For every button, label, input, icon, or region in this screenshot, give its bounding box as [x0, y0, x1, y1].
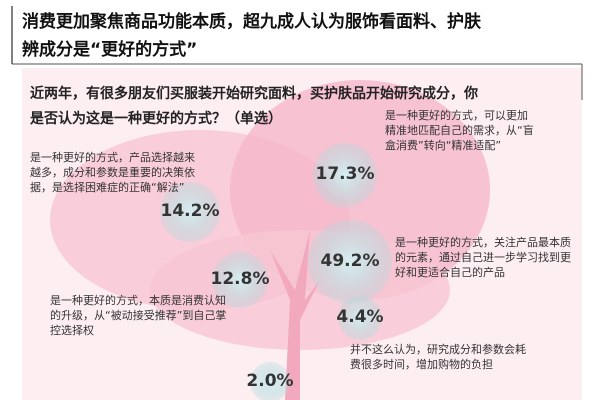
title: 消费更加聚焦商品功能本质，超九成人认为服饰看面料、护肤 辨成分是“更好的方式”: [22, 8, 481, 64]
option-text: 是一种更好的方式，产品选择越来越多，成分和参数是重要的决策依据，是选择困难症的正…: [30, 151, 195, 194]
percentage: 17.3%: [315, 164, 375, 184]
percentage: 12.8%: [210, 269, 270, 289]
option-text: 是一种更好的方式，本质是消费认知的升级，从“被动接受推荐”到自己掌控选择权: [50, 294, 227, 337]
option-text: 是一种更好的方式，可以更加精准地匹配自己的需求，从“盲盒消费”转向“精准适配”: [385, 109, 534, 152]
option-text: 是一种更好的方式，关注产品最本质的元素，通过自己进一步学习找到更好和更适合自己的…: [395, 236, 571, 279]
percentage: 49.2%: [320, 251, 380, 271]
option-text: 并不这么认为，研究成分和参数会耗费很多时间，增加购物的负担: [350, 343, 526, 371]
question: 近两年，有很多朋友们买服装开始研究面料，买护肤品开始研究成分，你 是否认为这是一…: [30, 82, 478, 132]
percentage: 2.0%: [246, 371, 294, 391]
percentage: 4.4%: [336, 307, 384, 327]
title-line: 辨成分是“更好的方式”: [22, 40, 198, 60]
question-line: 是否认为这是一种更好的方式？（单选）: [30, 111, 282, 127]
question-line: 近两年，有很多朋友们买服装开始研究面料，买护肤品开始研究成分，你: [30, 86, 478, 102]
title-line: 消费更加聚焦商品功能本质，超九成人认为服饰看面料、护肤: [22, 12, 481, 32]
percentage: 14.2%: [160, 201, 220, 221]
